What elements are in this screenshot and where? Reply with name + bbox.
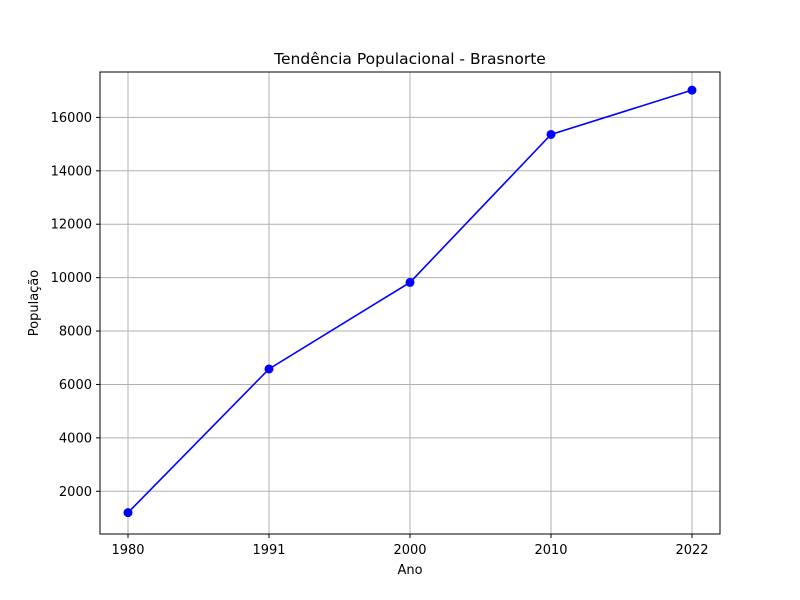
data-point bbox=[687, 85, 697, 95]
y-axis-label: População bbox=[27, 270, 42, 337]
x-axis: 1980 1991 2000 2010 2022 bbox=[111, 534, 709, 558]
chart-title: Tendência Populacional - Brasnorte bbox=[273, 50, 546, 68]
y-tick-label: 2000 bbox=[59, 485, 92, 500]
y-tick-label: 16000 bbox=[51, 111, 92, 126]
y-tick-label: 10000 bbox=[51, 271, 92, 286]
x-tick-label: 2022 bbox=[675, 543, 708, 558]
x-tick-label: 2000 bbox=[393, 543, 426, 558]
y-tick-label: 6000 bbox=[59, 378, 92, 393]
y-tick-label: 12000 bbox=[51, 218, 92, 233]
x-tick-label: 2010 bbox=[534, 543, 567, 558]
grid bbox=[100, 72, 720, 534]
y-tick-label: 4000 bbox=[59, 431, 92, 446]
series-layer bbox=[123, 85, 697, 518]
y-tick-label: 14000 bbox=[51, 164, 92, 179]
data-point bbox=[123, 508, 133, 518]
x-tick-label: 1980 bbox=[111, 543, 144, 558]
y-tick-label: 8000 bbox=[59, 325, 92, 340]
data-point bbox=[264, 364, 274, 374]
y-axis: 2000 4000 6000 8000 10000 12000 14000 16000 bbox=[51, 111, 100, 500]
data-point bbox=[405, 277, 415, 287]
x-tick-label: 1991 bbox=[252, 543, 285, 558]
x-axis-label: Ano bbox=[397, 563, 422, 578]
data-point bbox=[546, 129, 556, 139]
